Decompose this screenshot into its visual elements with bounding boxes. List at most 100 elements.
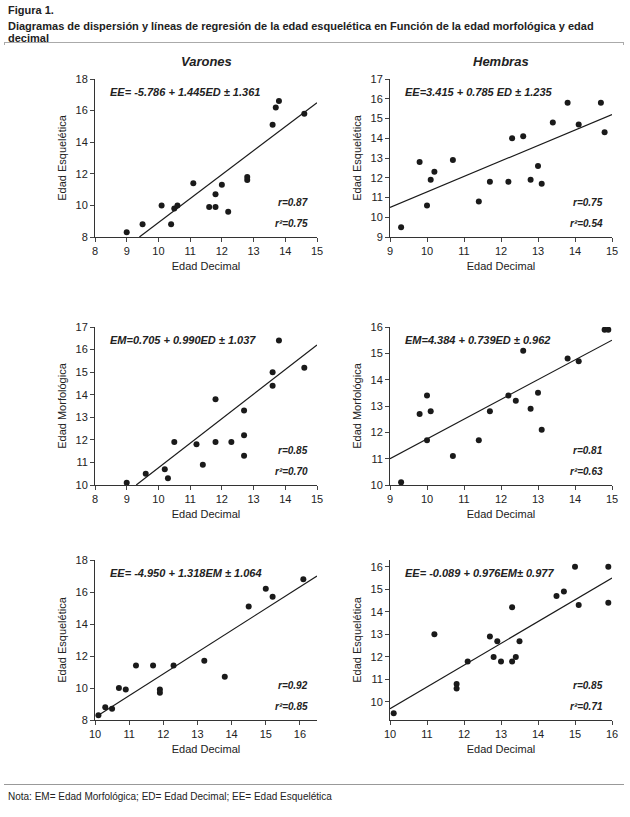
svg-text:r²=0.71: r²=0.71 — [570, 701, 603, 712]
svg-text:15: 15 — [606, 245, 618, 257]
svg-text:11: 11 — [371, 453, 382, 465]
svg-text:10: 10 — [89, 728, 101, 740]
svg-text:12: 12 — [216, 245, 228, 257]
svg-text:18: 18 — [76, 554, 88, 566]
svg-text:14: 14 — [371, 606, 383, 618]
svg-text:14: 14 — [371, 132, 383, 144]
svg-text:Edad Decimal: Edad Decimal — [467, 743, 535, 755]
svg-text:16: 16 — [371, 321, 383, 333]
svg-text:Edad Decimal: Edad Decimal — [172, 508, 240, 520]
svg-text:Hembras: Hembras — [473, 54, 529, 69]
svg-text:EM=4.384 + 0.739ED ± 0.962: EM=4.384 + 0.739ED ± 0.962 — [405, 334, 550, 346]
svg-text:15: 15 — [76, 366, 88, 378]
svg-text:12: 12 — [458, 728, 470, 740]
svg-text:10: 10 — [152, 493, 164, 505]
svg-text:r²=0.75: r²=0.75 — [275, 218, 308, 229]
svg-text:r²=0.63: r²=0.63 — [570, 466, 603, 477]
svg-text:13: 13 — [532, 245, 544, 257]
svg-text:r=0.85: r=0.85 — [573, 680, 603, 691]
svg-text:13: 13 — [495, 728, 507, 740]
svg-text:EE= -4.950 + 1.318EM ± 1.064: EE= -4.950 + 1.318EM ± 1.064 — [110, 567, 262, 579]
svg-text:18: 18 — [76, 73, 88, 85]
svg-text:15: 15 — [311, 493, 323, 505]
svg-text:15: 15 — [260, 728, 272, 740]
svg-text:12: 12 — [371, 172, 383, 184]
svg-text:11: 11 — [123, 728, 134, 740]
svg-text:12: 12 — [157, 728, 169, 740]
svg-text:13: 13 — [371, 400, 383, 412]
svg-text:14: 14 — [279, 245, 291, 257]
svg-text:11: 11 — [458, 245, 469, 257]
svg-text:15: 15 — [311, 245, 323, 257]
svg-text:11: 11 — [184, 245, 195, 257]
svg-text:16: 16 — [76, 586, 88, 598]
svg-text:8: 8 — [92, 245, 98, 257]
svg-text:14: 14 — [569, 493, 581, 505]
svg-text:Edad Decimal: Edad Decimal — [172, 743, 240, 755]
svg-text:11: 11 — [184, 493, 195, 505]
svg-text:13: 13 — [371, 152, 383, 164]
svg-text:15: 15 — [606, 493, 618, 505]
svg-text:r=0.87: r=0.87 — [278, 197, 308, 208]
svg-text:14: 14 — [76, 618, 88, 630]
svg-text:12: 12 — [371, 651, 383, 663]
svg-text:16: 16 — [606, 728, 618, 740]
svg-text:13: 13 — [191, 728, 203, 740]
svg-text:9: 9 — [377, 231, 383, 243]
svg-text:12: 12 — [371, 426, 383, 438]
svg-text:13: 13 — [247, 245, 259, 257]
svg-text:14: 14 — [225, 728, 237, 740]
svg-text:16: 16 — [294, 728, 306, 740]
svg-text:13: 13 — [371, 628, 383, 640]
svg-text:Edad Morfológica: Edad Morfológica — [56, 362, 68, 448]
svg-text:11: 11 — [76, 456, 87, 468]
svg-text:14: 14 — [371, 374, 383, 386]
svg-text:r=0.81: r=0.81 — [573, 445, 603, 456]
svg-text:13: 13 — [76, 411, 88, 423]
svg-text:EE= -5.786 + 1.445ED ± 1.361: EE= -5.786 + 1.445ED ± 1.361 — [110, 86, 260, 98]
svg-text:12: 12 — [76, 168, 88, 180]
svg-text:16: 16 — [371, 93, 383, 105]
svg-text:9: 9 — [124, 493, 130, 505]
svg-text:Edad Decimal: Edad Decimal — [467, 260, 535, 272]
svg-text:12: 12 — [495, 493, 507, 505]
svg-text:14: 14 — [76, 136, 88, 148]
svg-text:12: 12 — [495, 245, 507, 257]
svg-text:Edad Esquelética: Edad Esquelética — [351, 114, 363, 200]
svg-text:9: 9 — [124, 245, 130, 257]
svg-text:10: 10 — [76, 199, 88, 211]
svg-text:Edad Esquelética: Edad Esquelética — [351, 596, 363, 682]
svg-text:16: 16 — [76, 104, 88, 116]
svg-text:r=0.75: r=0.75 — [573, 197, 603, 208]
svg-text:15: 15 — [569, 728, 581, 740]
svg-text:r²=0.54: r²=0.54 — [570, 218, 603, 229]
svg-text:17: 17 — [371, 73, 383, 85]
svg-text:11: 11 — [371, 191, 382, 203]
svg-text:10: 10 — [371, 211, 383, 223]
svg-text:15: 15 — [371, 347, 383, 359]
svg-text:15: 15 — [371, 583, 383, 595]
svg-text:11: 11 — [458, 493, 469, 505]
svg-text:14: 14 — [532, 728, 544, 740]
svg-text:11: 11 — [371, 673, 382, 685]
svg-text:EE= -0.089 + 0.976EM± 0.977: EE= -0.089 + 0.976EM± 0.977 — [405, 567, 554, 579]
svg-text:8: 8 — [82, 231, 88, 243]
svg-text:Edad Decimal: Edad Decimal — [467, 508, 535, 520]
svg-text:16: 16 — [371, 561, 383, 573]
svg-text:9: 9 — [387, 245, 393, 257]
svg-text:9: 9 — [387, 493, 393, 505]
svg-text:10: 10 — [371, 479, 383, 491]
svg-text:12: 12 — [216, 493, 228, 505]
svg-text:r²=0.85: r²=0.85 — [275, 701, 308, 712]
svg-text:EM=0.705 + 0.990ED ± 1.037: EM=0.705 + 0.990ED ± 1.037 — [110, 334, 256, 346]
svg-text:10: 10 — [76, 682, 88, 694]
svg-text:r²=0.70: r²=0.70 — [275, 466, 308, 477]
svg-text:8: 8 — [92, 493, 98, 505]
svg-text:14: 14 — [279, 493, 291, 505]
svg-text:r=0.85: r=0.85 — [278, 445, 308, 456]
svg-text:10: 10 — [421, 493, 433, 505]
svg-text:11: 11 — [421, 728, 432, 740]
svg-text:EE=3.415 + 0.785 ED ± 1.235: EE=3.415 + 0.785 ED ± 1.235 — [405, 86, 553, 98]
svg-text:Varones: Varones — [181, 54, 232, 69]
svg-text:10: 10 — [384, 728, 396, 740]
